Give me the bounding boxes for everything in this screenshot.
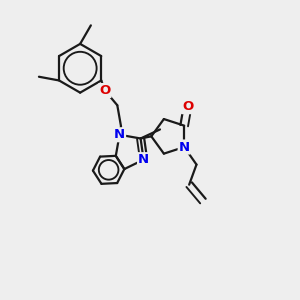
Text: O: O (99, 84, 110, 97)
Text: N: N (114, 128, 125, 141)
Text: O: O (182, 100, 193, 113)
Text: N: N (138, 153, 149, 166)
Text: N: N (178, 140, 190, 154)
